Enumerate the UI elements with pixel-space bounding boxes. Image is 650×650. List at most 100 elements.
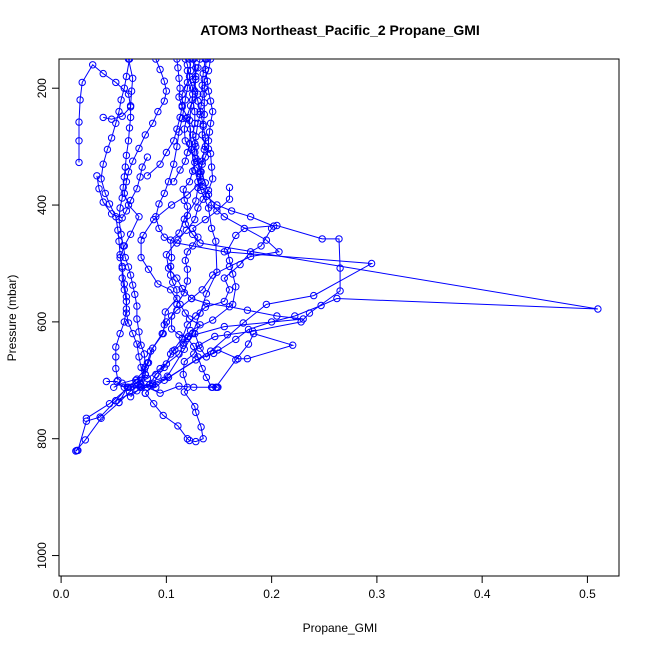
data-point — [267, 318, 276, 326]
data-point — [160, 77, 169, 85]
data-point — [194, 64, 202, 72]
data-point — [209, 271, 217, 279]
data-point — [189, 167, 197, 175]
data-point — [225, 195, 234, 203]
data-point — [257, 242, 265, 250]
data-point — [244, 340, 253, 348]
data-point — [93, 172, 101, 180]
data-point — [213, 207, 221, 215]
data-point — [181, 157, 190, 165]
data-point — [107, 134, 116, 142]
plot-frame — [58, 58, 620, 577]
data-point — [225, 286, 234, 294]
data-point — [192, 312, 200, 320]
data-point — [141, 363, 150, 371]
data-point — [194, 204, 202, 212]
data-point — [192, 197, 200, 205]
data-point — [183, 78, 192, 87]
data-point — [133, 315, 141, 323]
data-point — [176, 84, 184, 92]
data-point — [136, 379, 144, 387]
series-13 — [75, 61, 135, 167]
y-tick-label: 200 — [35, 78, 49, 98]
data-point — [122, 178, 131, 186]
data-point — [115, 398, 123, 407]
data-point — [117, 96, 125, 104]
y-axis: 200 400 600 800 1000 — [35, 78, 59, 569]
data-point — [162, 318, 171, 326]
data-point — [124, 319, 133, 327]
data-point — [174, 64, 182, 72]
data-point — [240, 224, 249, 233]
data-point — [198, 286, 206, 294]
data-point — [189, 224, 197, 233]
data-point — [173, 300, 181, 309]
data-point — [333, 294, 341, 303]
y-tick-label: 600 — [35, 312, 49, 332]
data-point — [181, 59, 189, 63]
data-point — [183, 277, 192, 285]
series-line — [78, 64, 132, 163]
data-point — [336, 264, 344, 272]
data-point — [183, 435, 192, 443]
data-point — [178, 103, 186, 111]
data-point — [158, 329, 166, 338]
data-point — [135, 144, 143, 153]
data-point — [105, 400, 114, 408]
data-point — [194, 233, 202, 241]
series-17 — [167, 183, 234, 391]
data-point — [126, 196, 135, 205]
data-point — [156, 389, 164, 397]
data-point — [167, 325, 176, 333]
data-point — [191, 148, 199, 157]
data-point — [133, 340, 141, 348]
data-point — [190, 59, 198, 63]
data-point — [220, 274, 229, 282]
data-point — [75, 158, 83, 167]
data-point — [126, 103, 135, 111]
data-point — [196, 59, 204, 63]
x-axis: 0.0 0.1 0.2 0.3 0.4 0.5 — [53, 576, 596, 601]
data-point — [175, 331, 183, 339]
x-tick-label: 0.4 — [474, 587, 491, 601]
data-point — [335, 235, 343, 243]
data-point — [107, 210, 116, 218]
data-point — [135, 213, 143, 221]
data-point — [180, 357, 189, 366]
series-15 — [143, 67, 192, 180]
data-point — [113, 377, 121, 386]
data-point — [173, 125, 181, 133]
data-point — [199, 435, 207, 443]
series-line — [106, 224, 341, 443]
data-point — [143, 359, 152, 367]
data-point — [190, 342, 198, 351]
x-tick-label: 0.1 — [158, 587, 175, 601]
data-point — [191, 140, 199, 148]
data-point — [129, 157, 137, 165]
x-tick-label: 0.3 — [369, 587, 386, 601]
data-point — [198, 364, 206, 373]
data-point — [594, 305, 602, 313]
data-point — [124, 137, 133, 145]
data-point — [162, 251, 171, 259]
data-point — [185, 178, 194, 186]
data-point — [124, 168, 133, 176]
data-point — [243, 355, 252, 363]
data-point — [205, 128, 214, 136]
data-point — [275, 248, 283, 256]
data-point — [101, 189, 110, 198]
data-point — [122, 72, 131, 81]
data-point — [185, 140, 194, 148]
data-point — [199, 120, 207, 129]
data-point — [174, 236, 182, 244]
data-point — [186, 125, 195, 133]
chart-title: ATOM3 Northeast_Pacific_2 Propane_GMI — [200, 22, 480, 38]
data-point — [126, 113, 135, 122]
data-point — [206, 59, 215, 63]
data-point — [141, 131, 150, 139]
data-point — [220, 297, 229, 306]
data-point — [246, 213, 255, 221]
data-point — [201, 153, 210, 161]
data-point — [289, 341, 297, 349]
data-point — [227, 207, 236, 215]
